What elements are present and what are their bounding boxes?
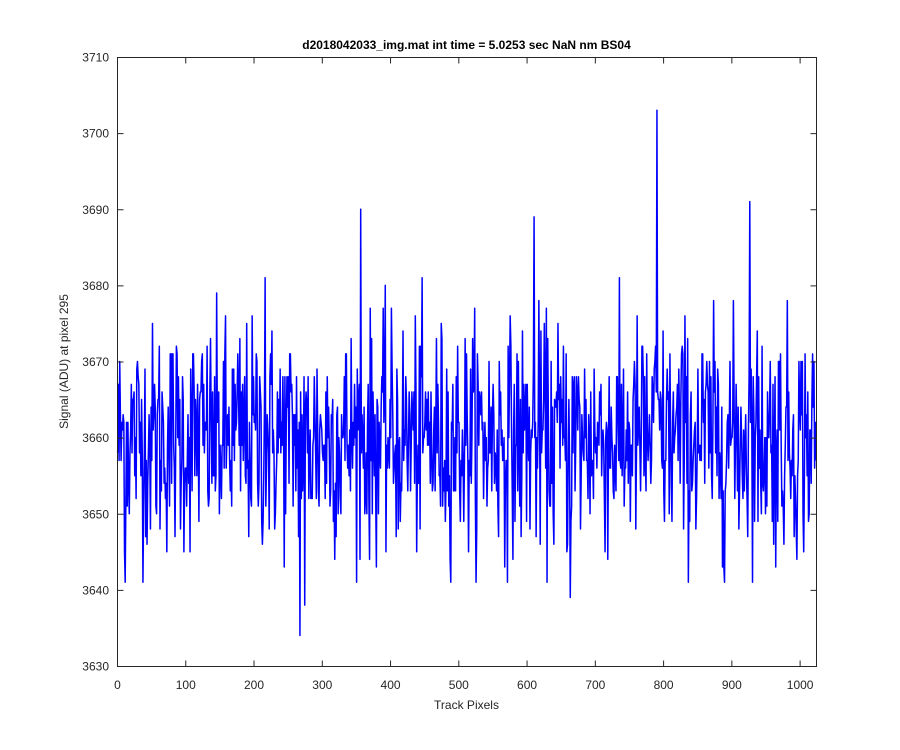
x-tick-label: 100: [176, 678, 196, 692]
y-axis-label: Signal (ADU) at pixel 295: [57, 294, 71, 429]
series-layer: [116, 109, 817, 637]
y-tick-label: 3660: [82, 431, 109, 445]
x-tick-label: 400: [381, 678, 401, 692]
x-ticks: 0 100 200 300 400 500 600 700 800 900 1000: [114, 57, 814, 692]
x-tick-label: 1000: [787, 678, 814, 692]
x-tick-label: 200: [244, 678, 264, 692]
y-tick-label: 3670: [82, 355, 109, 369]
y-tick-label: 3710: [82, 51, 109, 65]
chart-title: d2018042033_img.mat int time = 5.0253 se…: [302, 38, 631, 52]
x-tick-label: 800: [654, 678, 674, 692]
y-tick-label: 3680: [82, 279, 109, 293]
x-tick-label: 600: [517, 678, 537, 692]
y-tick-label: 3700: [82, 127, 109, 141]
x-tick-label: 900: [722, 678, 742, 692]
series-line: [116, 109, 817, 637]
y-tick-label: 3650: [82, 507, 109, 521]
x-tick-label: 0: [114, 678, 121, 692]
x-axis-label: Track Pixels: [434, 698, 499, 712]
x-tick-label: 500: [449, 678, 469, 692]
y-tick-label: 3640: [82, 583, 109, 597]
y-ticks: 3630 3640 3650 3660 3670 3680 3690 3700 3710: [82, 51, 817, 674]
y-tick-label: 3690: [82, 203, 109, 217]
x-tick-label: 700: [585, 678, 605, 692]
y-tick-label: 3630: [82, 660, 109, 674]
x-tick-label: 300: [312, 678, 332, 692]
